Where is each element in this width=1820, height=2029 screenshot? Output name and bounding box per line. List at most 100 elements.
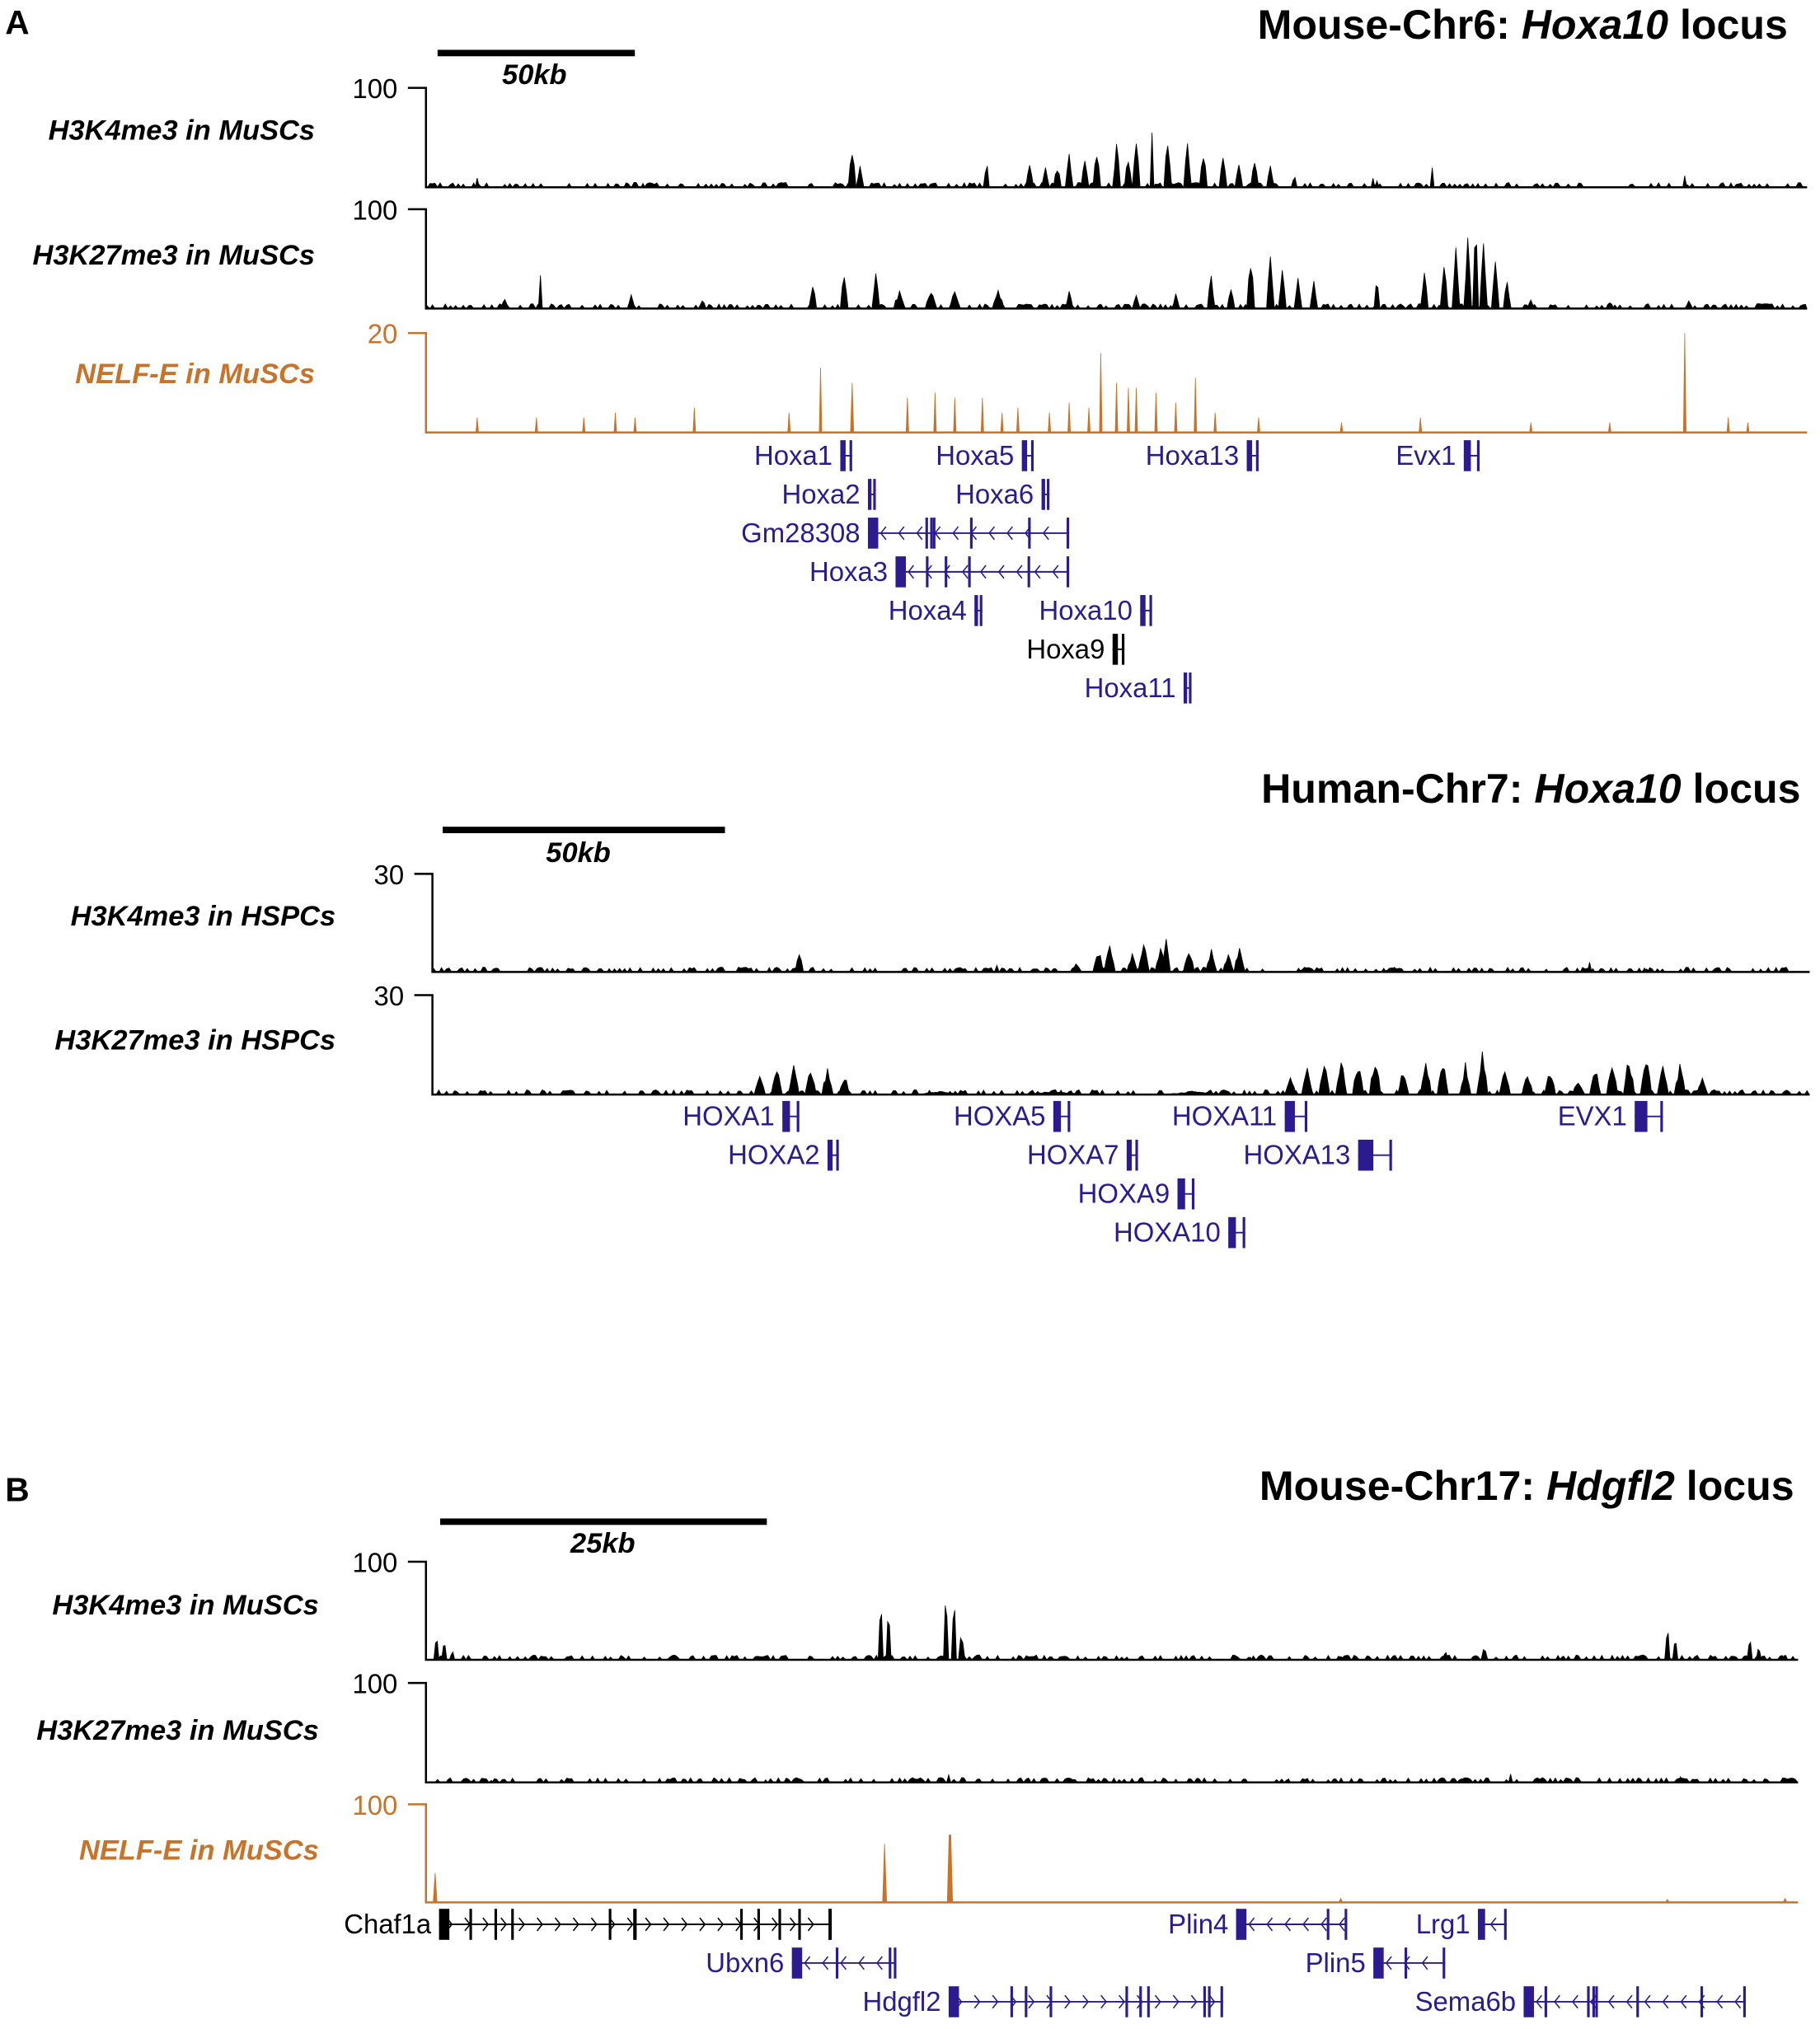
signal-peak: [1605, 302, 1615, 309]
signal-peak: [697, 300, 707, 309]
strand-arrow: [681, 1917, 688, 1932]
gene-exon: [798, 1909, 801, 1940]
scale-bar: [439, 1518, 767, 1525]
strand-arrow: [1052, 565, 1059, 579]
signal-peak: [488, 1779, 494, 1783]
signal-peak: [1521, 1075, 1534, 1095]
gene-exon: [1021, 440, 1028, 471]
gene-label: Hoxa10: [1039, 595, 1133, 626]
strand-arrow: [482, 1917, 490, 1932]
gene-exon: [867, 479, 872, 510]
strand-arrow: [858, 1956, 865, 1970]
strand-arrow: [1421, 1956, 1428, 1970]
signal-peak: [433, 1640, 439, 1661]
gene-exon: [1208, 1986, 1211, 2017]
signal-peak: [1459, 1062, 1471, 1095]
strand-arrow: [590, 1917, 598, 1932]
panel-label-a: A: [5, 3, 29, 41]
strand-arrow: [988, 526, 996, 541]
gene-exon: [1442, 1947, 1446, 1979]
strand-arrow: [1284, 1917, 1292, 1932]
signal-peak: [1205, 949, 1217, 972]
gene-exon: [1463, 440, 1471, 471]
track-axis: [414, 994, 1810, 1096]
signal-peak: [1081, 161, 1090, 188]
signal-peak: [1572, 1082, 1585, 1095]
gene-exon: [1220, 1986, 1223, 2017]
strand-arrow: [898, 526, 905, 541]
strand-arrow: [1734, 1994, 1742, 2009]
signal-peak: [1529, 422, 1533, 433]
signal-peak: [1429, 167, 1435, 188]
gene-label: HOXA1: [682, 1101, 774, 1132]
strand-arrow: [973, 1994, 981, 2009]
track-axis: [407, 331, 1808, 434]
scale-bar-label: 50kb: [502, 59, 566, 91]
strand-arrow: [663, 1917, 670, 1932]
gene-exon: [634, 1909, 637, 1940]
track-axis: [407, 1560, 1799, 1661]
gene-gm28308: Gm28308: [741, 518, 1070, 549]
track-axis: [407, 1681, 1799, 1783]
signal-peak: [1278, 269, 1287, 309]
signal-peak: [1246, 268, 1255, 309]
signal-peak: [1194, 377, 1198, 433]
track-axis: [407, 208, 1808, 310]
signal-peak: [1134, 387, 1138, 433]
gene-hoxa13: HOXA13: [1244, 1140, 1392, 1171]
gene-hoxa11: Hoxa11: [1085, 672, 1192, 704]
signal-peak: [1782, 1655, 1789, 1661]
signal-peak: [1526, 298, 1536, 309]
gene-exon: [1049, 1986, 1053, 2017]
signal-peak: [500, 298, 509, 309]
gene-hoxa6: Hoxa6: [955, 479, 1050, 510]
signal-peak: [1104, 945, 1116, 972]
signal-peak: [933, 392, 937, 433]
gene-hoxa1: HOXA1: [682, 1101, 800, 1132]
signal-peak: [1696, 1076, 1709, 1095]
strand-arrow: [1607, 1994, 1615, 2009]
signal-peak: [1397, 1075, 1410, 1095]
strand-arrow: [1302, 1917, 1309, 1932]
gene-exon: [979, 595, 983, 626]
gene-hoxa9: Hoxa9: [1026, 634, 1125, 665]
signal-peak: [1266, 166, 1275, 188]
track-label: H3K4me3 in HSPCs: [71, 901, 336, 932]
strand-arrow: [1554, 1994, 1560, 2009]
signal-peak: [1756, 1648, 1762, 1661]
signal-peak: [1301, 1067, 1314, 1095]
signal-peak: [1335, 1062, 1348, 1095]
signal-peak: [582, 417, 586, 433]
strand-arrow: [908, 565, 914, 579]
gene-exon: [1660, 1100, 1663, 1132]
gene-exon: [1344, 1909, 1348, 1940]
signal-peak: [1016, 407, 1020, 433]
signal-peak: [1419, 1062, 1433, 1095]
signal-peak: [1166, 1091, 1223, 1095]
y-max-tick-label: 20: [368, 319, 398, 349]
gene-exon: [835, 1947, 839, 1979]
gene-ubxn6: Ubxn6: [706, 1947, 897, 1979]
signal-peak: [1452, 247, 1461, 309]
signal-peak: [1257, 417, 1260, 433]
gene-evx1: Evx1: [1395, 440, 1480, 471]
signal-peak: [1370, 178, 1376, 188]
gene-exon: [867, 518, 879, 549]
gene-exon: [1010, 1986, 1013, 2017]
signal-peak: [1286, 1778, 1292, 1783]
gene-exon: [1125, 1986, 1128, 2017]
signal-peak: [1419, 273, 1429, 309]
gene-exon: [1389, 1139, 1392, 1171]
signal-peak: [1041, 167, 1050, 188]
track-h3k4me3-in-muscs: H3K4me3 in MuSCs 100: [52, 1547, 1799, 1661]
strand-arrow: [1680, 1994, 1687, 2009]
gene-label: Hoxa9: [1026, 634, 1105, 664]
signal-peak: [994, 963, 1000, 972]
signal-peak: [1747, 1641, 1753, 1661]
gene-exon: [608, 1909, 612, 1940]
strand-arrow: [717, 1917, 725, 1932]
gene-label: EVX1: [1558, 1101, 1627, 1132]
strand-arrow: [1154, 1994, 1161, 2009]
